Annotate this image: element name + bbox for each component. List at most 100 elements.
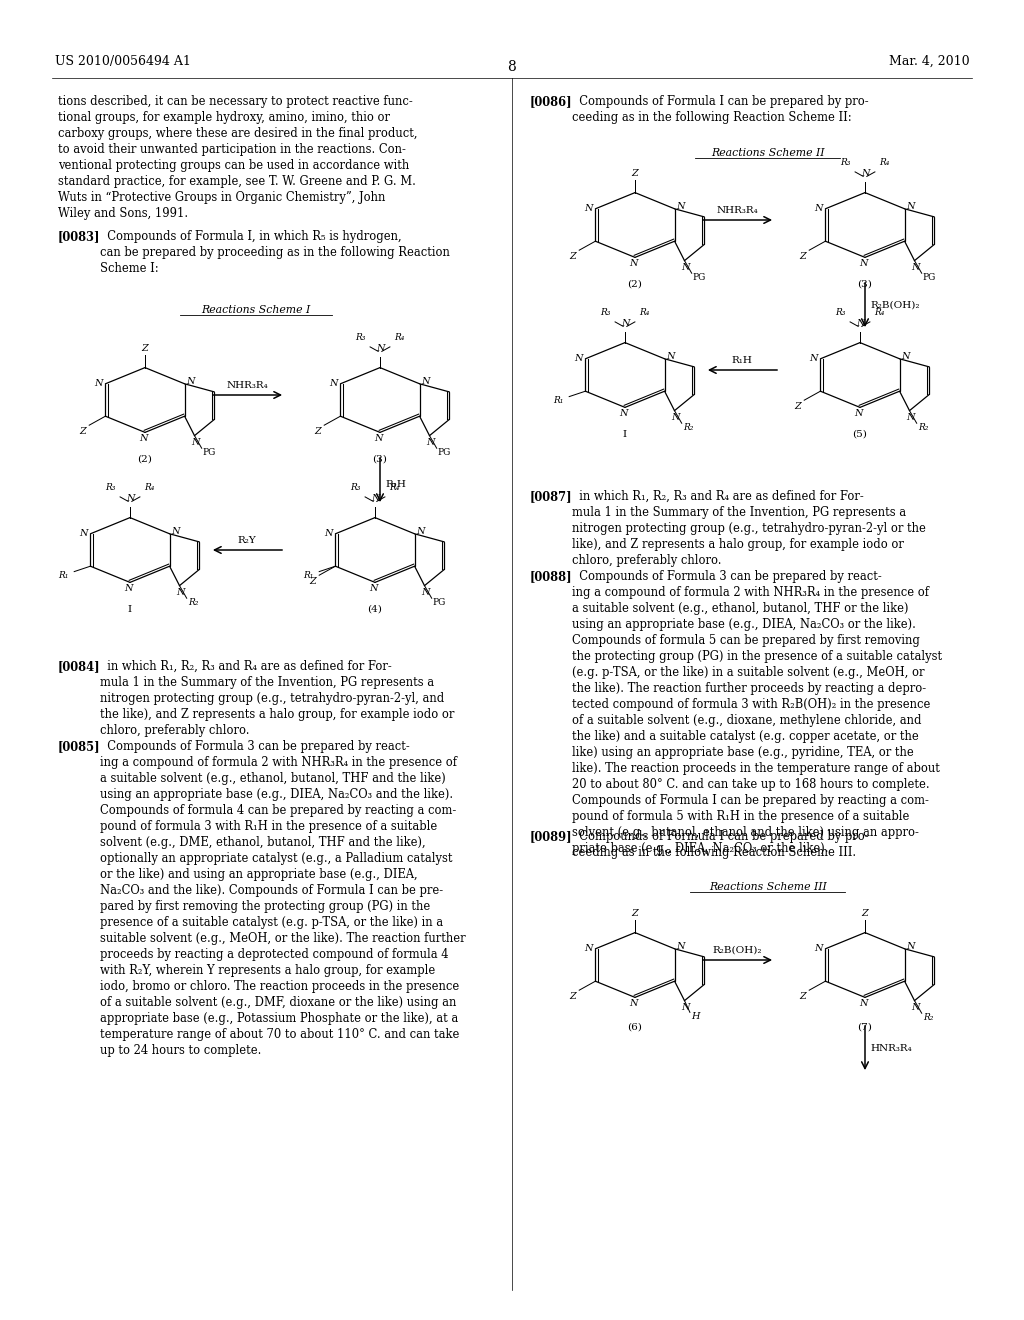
Text: N: N bbox=[584, 205, 593, 214]
Text: N: N bbox=[677, 202, 685, 211]
Text: Z: Z bbox=[795, 403, 801, 412]
Text: tions described, it can be necessary to protect reactive func-
tional groups, fo: tions described, it can be necessary to … bbox=[58, 95, 418, 220]
Text: NHR₃R₄: NHR₃R₄ bbox=[226, 381, 268, 389]
Text: N: N bbox=[172, 527, 180, 536]
Text: HNR₃R₄: HNR₃R₄ bbox=[870, 1044, 911, 1053]
Text: in which R₁, R₂, R₃ and R₄ are as defined for For-
mula 1 in the Summary of the : in which R₁, R₂, R₃ and R₄ are as define… bbox=[100, 660, 455, 737]
Text: (3): (3) bbox=[373, 455, 387, 465]
Text: R₂: R₂ bbox=[187, 598, 198, 607]
Text: (2): (2) bbox=[628, 280, 642, 289]
Text: NHR₃R₄: NHR₃R₄ bbox=[716, 206, 758, 215]
Text: (6): (6) bbox=[628, 1023, 642, 1032]
Text: R₃: R₃ bbox=[600, 308, 610, 317]
Text: US 2010/0056494 A1: US 2010/0056494 A1 bbox=[55, 55, 190, 69]
Text: N: N bbox=[859, 260, 867, 268]
Text: N: N bbox=[911, 1003, 920, 1011]
Text: R₁H: R₁H bbox=[731, 356, 753, 366]
Text: R₁: R₁ bbox=[58, 572, 69, 579]
Text: R₂: R₂ bbox=[923, 1014, 933, 1022]
Text: Z: Z bbox=[861, 909, 868, 919]
Text: R₂B(OH)₂: R₂B(OH)₂ bbox=[713, 946, 762, 954]
Text: R₂B(OH)₂: R₂B(OH)₂ bbox=[870, 301, 920, 310]
Text: Z: Z bbox=[632, 169, 638, 178]
Text: R₃: R₃ bbox=[835, 308, 846, 317]
Text: N: N bbox=[369, 585, 377, 594]
Text: N: N bbox=[911, 263, 920, 272]
Text: N: N bbox=[906, 413, 914, 421]
Text: N: N bbox=[376, 345, 384, 354]
Text: I: I bbox=[623, 430, 627, 440]
Text: PG: PG bbox=[692, 273, 707, 282]
Text: N: N bbox=[186, 378, 196, 387]
Text: PG: PG bbox=[437, 449, 452, 457]
Text: Z: Z bbox=[569, 252, 577, 261]
Text: N: N bbox=[124, 585, 132, 594]
Text: [0083]: [0083] bbox=[58, 230, 100, 243]
Text: R₃: R₃ bbox=[355, 333, 366, 342]
Text: R₄: R₄ bbox=[389, 483, 400, 492]
Text: R₂: R₂ bbox=[683, 424, 693, 432]
Text: R₁H: R₁H bbox=[385, 480, 406, 488]
Text: Z: Z bbox=[309, 577, 316, 586]
Text: N: N bbox=[809, 354, 817, 363]
Text: N: N bbox=[329, 379, 337, 388]
Text: R₃: R₃ bbox=[840, 158, 850, 168]
Text: H: H bbox=[691, 1012, 699, 1022]
Text: N: N bbox=[126, 494, 134, 503]
Text: N: N bbox=[79, 529, 87, 539]
Text: R₄: R₄ bbox=[880, 158, 890, 168]
Text: N: N bbox=[681, 263, 690, 272]
Text: Compounds of Formula I, in which R₅ is hydrogen,
can be prepared by proceeding a: Compounds of Formula I, in which R₅ is h… bbox=[100, 230, 450, 275]
Text: R₃: R₃ bbox=[350, 483, 360, 492]
Text: Z: Z bbox=[141, 345, 148, 354]
Text: Mar. 4, 2010: Mar. 4, 2010 bbox=[890, 55, 970, 69]
Text: N: N bbox=[856, 319, 864, 329]
Text: N: N bbox=[814, 944, 822, 953]
Text: I: I bbox=[128, 605, 132, 614]
Text: [0089]: [0089] bbox=[530, 830, 572, 843]
Text: N: N bbox=[629, 260, 637, 268]
Text: R₂: R₂ bbox=[918, 424, 928, 432]
Text: N: N bbox=[667, 352, 675, 362]
Text: N: N bbox=[584, 944, 593, 953]
Text: PG: PG bbox=[433, 598, 446, 607]
Text: N: N bbox=[629, 999, 637, 1008]
Text: R₁: R₁ bbox=[553, 396, 563, 405]
Text: N: N bbox=[861, 169, 869, 178]
Text: N: N bbox=[681, 1003, 690, 1011]
Text: Z: Z bbox=[632, 909, 638, 919]
Text: N: N bbox=[621, 319, 630, 329]
Text: N: N bbox=[901, 352, 910, 362]
Text: Compounds of Formula I can be prepared by pro-
ceeding as in the following React: Compounds of Formula I can be prepared b… bbox=[572, 830, 868, 859]
Text: N: N bbox=[677, 942, 685, 952]
Text: R₁: R₁ bbox=[303, 572, 313, 579]
Text: N: N bbox=[374, 434, 382, 444]
Text: N: N bbox=[417, 527, 425, 536]
Text: N: N bbox=[859, 999, 867, 1008]
Text: (4): (4) bbox=[368, 605, 382, 614]
Text: N: N bbox=[138, 434, 147, 444]
Text: (3): (3) bbox=[857, 280, 872, 289]
Text: [0085]: [0085] bbox=[58, 741, 100, 752]
Text: N: N bbox=[191, 438, 200, 446]
Text: N: N bbox=[426, 438, 435, 446]
Text: Z: Z bbox=[314, 428, 322, 436]
Text: [0086]: [0086] bbox=[530, 95, 572, 108]
Text: N: N bbox=[422, 378, 430, 387]
Text: N: N bbox=[176, 587, 184, 597]
Text: Reactions Scheme I: Reactions Scheme I bbox=[202, 305, 310, 315]
Text: Reactions Scheme II: Reactions Scheme II bbox=[712, 148, 824, 158]
Text: Z: Z bbox=[800, 993, 806, 1001]
Text: (7): (7) bbox=[857, 1023, 872, 1032]
Text: [0087]: [0087] bbox=[530, 490, 572, 503]
Text: N: N bbox=[618, 409, 628, 418]
Text: Compounds of Formula 3 can be prepared by react-
ing a compound of formula 2 wit: Compounds of Formula 3 can be prepared b… bbox=[572, 570, 942, 855]
Text: N: N bbox=[814, 205, 822, 214]
Text: N: N bbox=[573, 354, 583, 363]
Text: (5): (5) bbox=[853, 430, 867, 440]
Text: R₄: R₄ bbox=[874, 308, 885, 317]
Text: [0088]: [0088] bbox=[530, 570, 572, 583]
Text: R₃: R₃ bbox=[105, 483, 116, 492]
Text: in which R₁, R₂, R₃ and R₄ are as defined for For-
mula 1 in the Summary of the : in which R₁, R₂, R₃ and R₄ are as define… bbox=[572, 490, 926, 568]
Text: PG: PG bbox=[203, 449, 216, 457]
